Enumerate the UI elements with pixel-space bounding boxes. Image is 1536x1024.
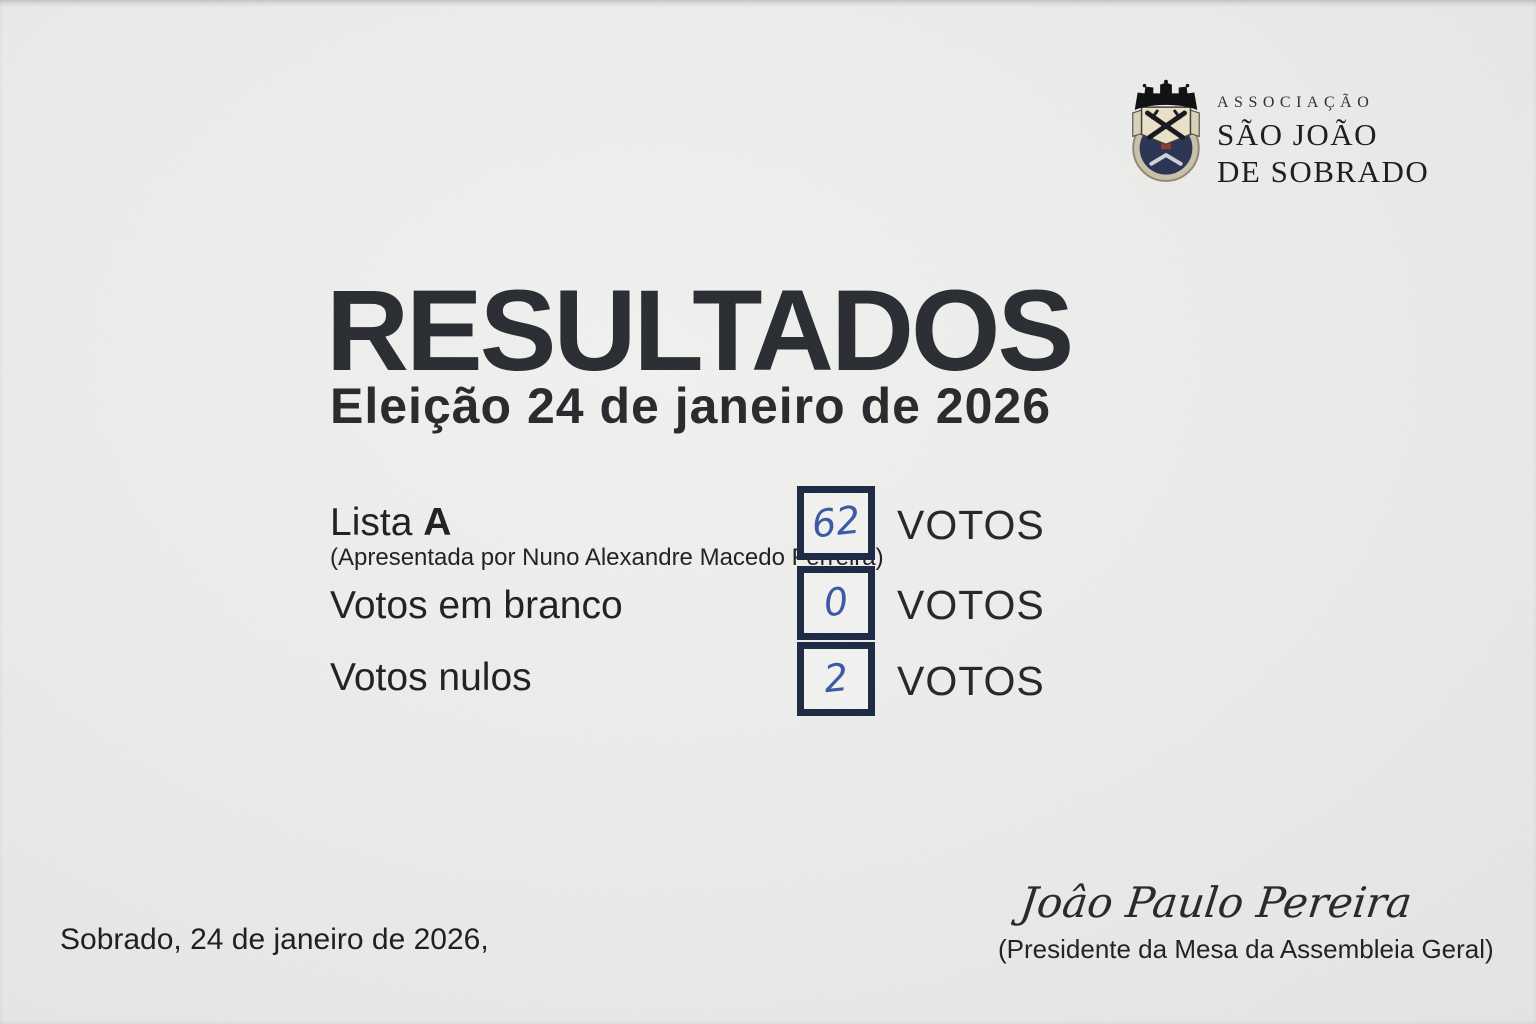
president-role-label: (Presidente da Mesa da Assembleia Geral) [998,934,1494,965]
votes-unit-label-branco: VOTOS [897,582,1045,628]
association-name-line3: DE SOBRADO [1217,154,1430,189]
association-name: ASSOCIAÇÃO SÃO JOÃO DE SOBRADO [1217,94,1429,190]
association-name-line1: ASSOCIAÇÃO [1217,94,1375,111]
handwritten-vote-count-nulos: 2 [821,654,851,702]
association-name-line2: SÃO JOÃO [1217,117,1378,152]
vote-count-box-nulos: 2 [797,642,875,716]
handwritten-vote-count-branco: 0 [821,578,851,626]
signature-block: Joâo Paulo Pereira (Presidente da Mesa d… [998,878,1494,965]
vote-count-box-lista-a: 62 [797,486,875,560]
place-date-line: Sobrado, 24 de janeiro de 2026, [60,923,489,956]
lista-label-prefix: Lista [330,501,424,544]
vote-count-box-branco: 0 [797,566,875,640]
lista-label-letter: A [423,501,452,544]
handwritten-vote-count-lista-a: 62 [809,497,863,547]
president-signature: Joâo Paulo Pereira [1017,878,1415,927]
coat-of-arms-icon [1132,79,1200,182]
votes-unit-label-lista-a: VOTOS [897,502,1045,548]
result-row-label-lista-a: Lista A [330,501,451,545]
page-title: RESULTADOS [326,267,1074,395]
result-row-label-branco: Votos em branco [330,584,623,627]
page-subtitle: Eleição 24 de janeiro de 2026 [330,378,1052,434]
votes-unit-label-nulos: VOTOS [897,658,1045,704]
result-row-label-nulos: Votos nulos [330,656,532,699]
